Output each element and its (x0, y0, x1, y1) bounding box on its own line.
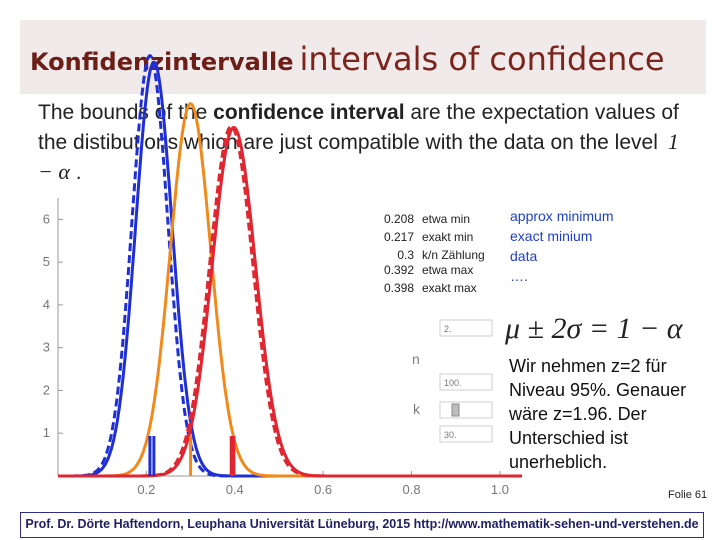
level-formula: 1 − α (38, 129, 679, 184)
y-tick-label: 1 (43, 425, 50, 440)
x-tick-label: 0.4 (226, 482, 244, 497)
annotation-value: 0.208 (384, 212, 414, 226)
title-german: Konfidenzintervalle (30, 48, 294, 76)
annotation-label: exakt max (422, 281, 477, 295)
z-value-box[interactable] (439, 319, 493, 337)
plot-markers (148, 436, 236, 476)
z-note: Wir nehmen z=2 für Niveau 95%. Genauer w… (509, 356, 687, 472)
k-label: k (413, 401, 421, 417)
x-tick-label: 1.0 (491, 482, 509, 497)
x-tick-label: 0.6 (314, 482, 332, 497)
annotation-value: 0.3 (397, 248, 414, 262)
y-tick-label: 3 (43, 340, 50, 355)
annotation-value: 0.392 (384, 263, 414, 277)
title-english: intervals of confidence (299, 40, 665, 78)
curve-legend: approx minimum exact minium data …. (510, 206, 613, 286)
y-tick-label: 4 (43, 297, 50, 312)
density-curve (58, 53, 522, 478)
x-tick-label: 0.2 (137, 482, 155, 497)
k-input-text: 30. (444, 430, 457, 440)
x-tick-label: 0.8 (402, 482, 420, 497)
plot-curves (58, 53, 522, 478)
intro-bold: confidence interval (213, 101, 405, 124)
title-bar (20, 20, 706, 94)
sigma-formula: μ ± 2σ = 1 − α (505, 312, 683, 345)
legend-data: data (510, 248, 538, 264)
k-slider-track[interactable] (439, 401, 493, 419)
intro-text: The bounds of the confidence interval ar… (38, 98, 698, 187)
page-title: Konfidenzintervalle intervals of confiden… (30, 40, 665, 78)
parameter-controls: 2. n 100. k 30. (412, 319, 493, 443)
annotation-value: 0.217 (384, 230, 414, 244)
slide-number: Folie 61 (668, 489, 708, 501)
n-label: n (412, 351, 420, 367)
footer-credit: Prof. Dr. Dörte Haftendorn, Leuphana Uni… (20, 512, 704, 538)
y-tick-label: 2 (43, 382, 50, 397)
density-curve (58, 125, 522, 478)
annotation-value: 0.398 (384, 281, 414, 295)
y-tick-label: 6 (43, 211, 50, 226)
z-value-text: 2. (444, 324, 452, 334)
annotation-label: etwa max (422, 263, 473, 277)
density-curve (58, 125, 522, 478)
intro-end: . (69, 161, 82, 184)
legend-approx-minimum: approx minimum (510, 208, 614, 224)
legend-exact-minimum: exact minium (510, 228, 593, 244)
k-slider-thumb[interactable] (451, 403, 460, 417)
n-input-text: 100. (444, 378, 462, 388)
intro-part2: are the expectation values of the distib… (38, 101, 679, 154)
annotation-label: exakt min (422, 230, 473, 244)
y-tick-label: 5 (43, 254, 50, 269)
legend-ellipsis: …. (510, 268, 528, 284)
n-input[interactable] (439, 373, 493, 391)
k-input[interactable] (439, 425, 493, 443)
annotation-list: 0.208 etwa min 0.217 exakt min 0.3 k/n Z… (384, 212, 485, 295)
annotation-label: etwa min (422, 212, 470, 226)
annotation-label: k/n Zählung (422, 248, 485, 262)
